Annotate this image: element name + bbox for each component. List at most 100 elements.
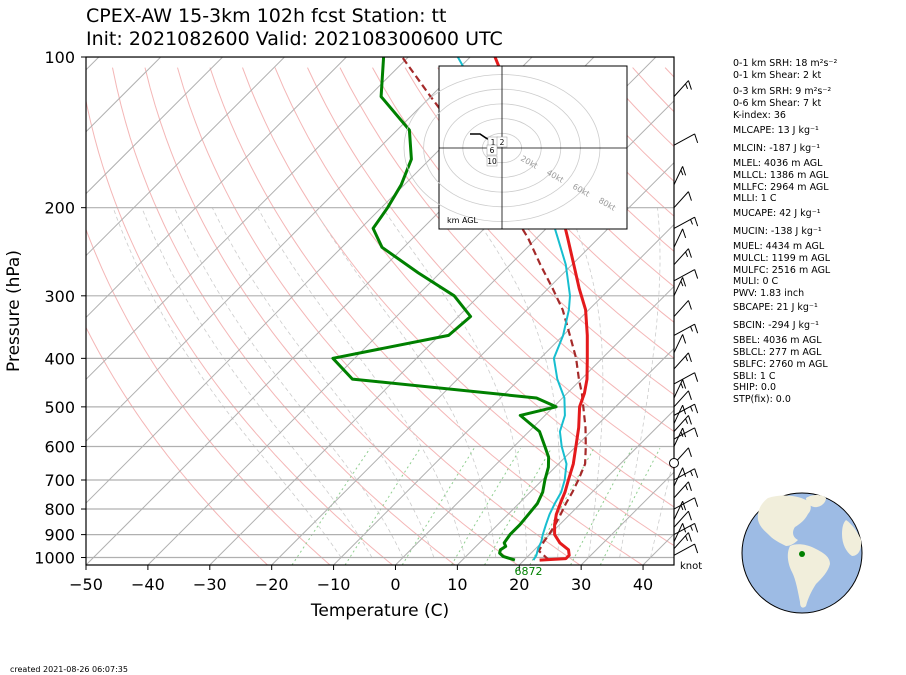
isotherm [86, 57, 223, 195]
dry-adiabat [209, 67, 643, 565]
wind-barb [673, 300, 692, 317]
y-tick-label: 900 [44, 526, 75, 545]
wind-barb [673, 415, 692, 432]
globe-greenland [806, 495, 826, 508]
sounding-index: 0-1 km SRH: 18 m²s⁻² [733, 58, 838, 69]
wind-barb [673, 510, 692, 528]
x-tick-label: −10 [317, 575, 351, 594]
hodograph-height-label: 10 [487, 157, 497, 166]
chart-title-line-1: CPEX-AW 15-3km 102h fcst Station: tt [86, 5, 447, 27]
wind-barb [673, 379, 687, 399]
mixing-ratio-line [484, 448, 552, 565]
dry-adiabat [404, 67, 674, 359]
moist-adiabat [468, 207, 561, 558]
isotherm [86, 57, 285, 257]
y-tick-label: 300 [44, 287, 75, 306]
dry-adiabat [437, 67, 674, 323]
wind-barb [673, 323, 699, 336]
sounding-index: MUCIN: -138 J kg⁻¹ [733, 226, 822, 237]
moist-adiabat [566, 207, 604, 558]
x-tick-label: −40 [131, 575, 165, 594]
dry-adiabat [86, 98, 393, 565]
y-tick-label: 200 [44, 199, 75, 218]
wind-barb [673, 80, 692, 97]
wind-barb [673, 216, 699, 229]
sounding-index: SBCIN: -294 J kg⁻¹ [733, 320, 819, 331]
sounding-index: MLCIN: -187 J kg⁻¹ [733, 143, 821, 154]
mixing-ratio-line [570, 448, 633, 565]
wind-barb [673, 481, 692, 499]
sounding-index: PWV: 1.83 inch [733, 288, 805, 299]
x-tick-label: 0 [390, 575, 400, 594]
isotherm [86, 57, 162, 133]
sounding-index: SHIP: 0.0 [733, 382, 777, 393]
dry-adiabat [274, 67, 674, 508]
wind-barb [673, 543, 699, 556]
chart-title-line-2: Init: 2021082600 Valid: 202108300600 UTC [86, 28, 503, 50]
wind-barb [673, 133, 699, 146]
sounding-index: MULCL: 1199 m AGL [733, 253, 831, 264]
wind-barb [673, 427, 699, 440]
x-tick-label: 10 [447, 575, 467, 594]
x-tick-label: −30 [193, 575, 227, 594]
sounding-index: STP(fix): 0.0 [733, 394, 791, 405]
moist-adiabat [650, 456, 674, 558]
wind-barb [673, 523, 687, 542]
globe-north-america [757, 495, 811, 546]
wind-barb [673, 500, 687, 520]
isotherm [86, 57, 347, 319]
sounding-index: MLLCL: 1386 m AGL [733, 170, 829, 181]
wind-barb [673, 269, 699, 282]
sounding-index: MLEL: 4036 m AGL [733, 158, 823, 169]
dry-adiabat [242, 67, 674, 547]
wind-barb [673, 248, 692, 266]
dry-adiabat [372, 67, 674, 396]
x-tick-label: 30 [571, 575, 591, 594]
sounding-index: MUEL: 4434 m AGL [733, 241, 825, 252]
wind-barb [673, 522, 699, 536]
x-tick-label: 20 [509, 575, 529, 594]
mixing-ratio-line [599, 448, 661, 565]
mixing-ratio-line [344, 448, 421, 565]
moist-adiabat [112, 207, 342, 558]
created-timestamp: created 2021-08-26 06:07:35 [10, 665, 128, 674]
isotherm [86, 57, 471, 442]
location-globe [741, 492, 863, 614]
moist-adiabat [312, 207, 497, 558]
dry-adiabat [339, 67, 674, 433]
wind-barb [673, 467, 687, 487]
dry-adiabat [86, 228, 331, 565]
y-tick-label: 700 [44, 471, 75, 490]
wind-barb [673, 352, 692, 370]
x-tick-label: −20 [255, 575, 289, 594]
annotation-height: 6872 [515, 565, 543, 578]
wind-barb [673, 372, 699, 385]
globe-africa-edge [842, 520, 862, 556]
y-tick-label: 1000 [34, 549, 75, 568]
wind-barb [673, 497, 699, 510]
y-tick-label: 100 [44, 48, 75, 67]
y-axis-label: Pressure (hPa) [4, 250, 24, 372]
dry-adiabat [112, 67, 456, 565]
sounding-index: SBCAPE: 21 J kg⁻¹ [733, 302, 818, 313]
sounding-index: MULI: 0 C [733, 276, 779, 287]
sounding-index: SBEL: 4036 m AGL [733, 335, 822, 346]
sounding-index: SBLFC: 2760 m AGL [733, 359, 828, 370]
x-axis-label: Temperature (C) [310, 601, 449, 621]
wind-barb [673, 532, 692, 549]
sounding-index: MLLFC: 2964 m AGL [733, 182, 829, 193]
dry-adiabat [177, 67, 581, 565]
hodograph-height-label: 2 [500, 138, 505, 147]
globe-south-america [787, 544, 830, 608]
dry-adiabat [144, 67, 518, 565]
plot-frame [85, 56, 675, 566]
y-tick-label: 800 [44, 500, 75, 519]
wind-barb [673, 427, 687, 447]
hodograph-units-label: km AGL [447, 216, 479, 225]
hodograph-height-label: 1 [491, 138, 496, 147]
wind-barb [673, 334, 687, 354]
calm-wind-marker [669, 458, 679, 468]
sounding-index: MUCAPE: 42 J kg⁻¹ [733, 208, 821, 219]
moist-adiabat [174, 207, 404, 558]
